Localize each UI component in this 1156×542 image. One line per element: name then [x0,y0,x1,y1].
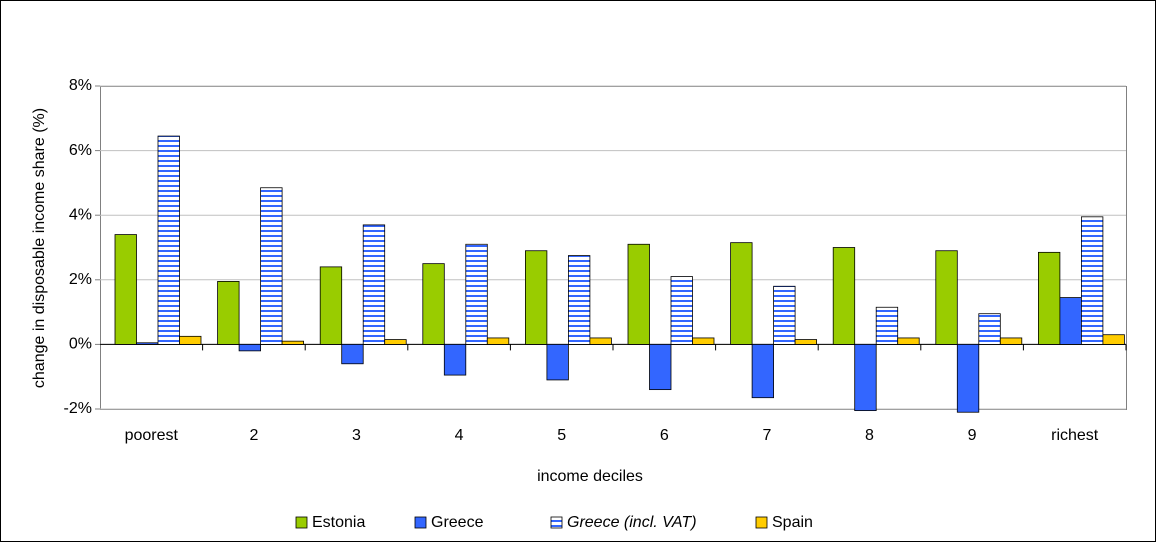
bar [568,255,591,345]
x-tick-label: 7 [762,427,771,444]
bar [114,234,137,345]
bar [384,339,407,345]
bar [319,266,343,345]
bar [443,343,467,376]
bar [136,342,159,345]
bar [773,285,796,345]
bar [546,343,569,381]
legend-swatch [414,516,427,529]
bar [832,247,856,345]
y-tick-label: -2% [64,400,92,417]
x-tick-label: 3 [352,427,361,444]
bar [794,339,817,345]
bar [751,343,774,399]
bar [1081,216,1104,345]
y-tick-label: 4% [69,206,92,223]
bar [692,337,715,345]
legend-label: Greece (incl. VAT) [567,514,697,531]
y-tick-label: 0% [69,336,92,353]
x-tick-label: richest [1051,427,1099,444]
bar [999,337,1023,345]
legend-label: Greece [431,514,484,531]
bar [1038,251,1061,345]
bar [670,276,693,345]
bar [978,313,1001,345]
bar [465,243,488,345]
bar [281,340,305,345]
bar [935,250,958,345]
y-tick-label: 8% [69,77,92,94]
bar [260,187,283,345]
bar [525,250,548,345]
bar [1102,334,1125,345]
x-tick-label: 2 [249,427,258,444]
bar [1059,297,1082,345]
bar [649,343,672,391]
bar [362,224,386,345]
bar [875,306,899,345]
legend-swatch [755,516,768,529]
bar [486,337,510,345]
bar [179,335,202,345]
bar [238,343,262,352]
legend-label: Spain [772,514,813,531]
legend-swatch [295,516,308,529]
x-tick-label: 6 [660,427,669,444]
bar [730,242,753,345]
x-axis-label: income deciles [537,468,643,485]
bar [589,337,612,345]
bar [897,337,920,345]
x-tick-label: 5 [557,427,566,444]
bar [627,243,650,345]
legend-label: Estonia [312,514,365,531]
x-tick-label: poorest [125,427,179,444]
bar [217,281,240,345]
bar [422,263,445,345]
x-tick-label: 4 [455,427,464,444]
x-tick-label: 8 [865,427,874,444]
bar [157,135,180,345]
bar [956,343,980,413]
bar [854,343,877,412]
y-tick-label: 6% [69,142,92,159]
legend-swatch [550,516,563,529]
y-tick-label: 2% [69,271,92,288]
y-axis-label: change in disposable income share (%) [31,108,48,388]
bar [341,343,364,365]
x-tick-label: 9 [968,427,977,444]
